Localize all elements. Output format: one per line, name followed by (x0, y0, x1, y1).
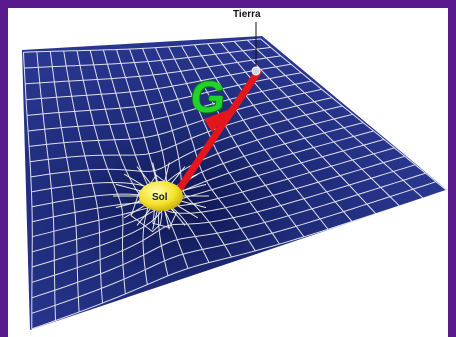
earth-label: Tierra (233, 9, 261, 20)
grid-line (31, 172, 426, 299)
sun-label: Sol (152, 192, 168, 203)
earth-icon (251, 66, 261, 76)
gravity-label: G (188, 73, 228, 122)
grid-line (31, 181, 437, 314)
grid-line (260, 38, 447, 191)
gravity-arrow-head (204, 108, 233, 132)
gravity-arrow-shaft (176, 68, 262, 192)
grid-line (31, 189, 447, 330)
sun-icon (139, 181, 183, 211)
grid-line (233, 40, 400, 207)
grid-line (246, 39, 424, 199)
spacetime-grid-lines (23, 38, 447, 330)
grid-line (31, 164, 416, 283)
